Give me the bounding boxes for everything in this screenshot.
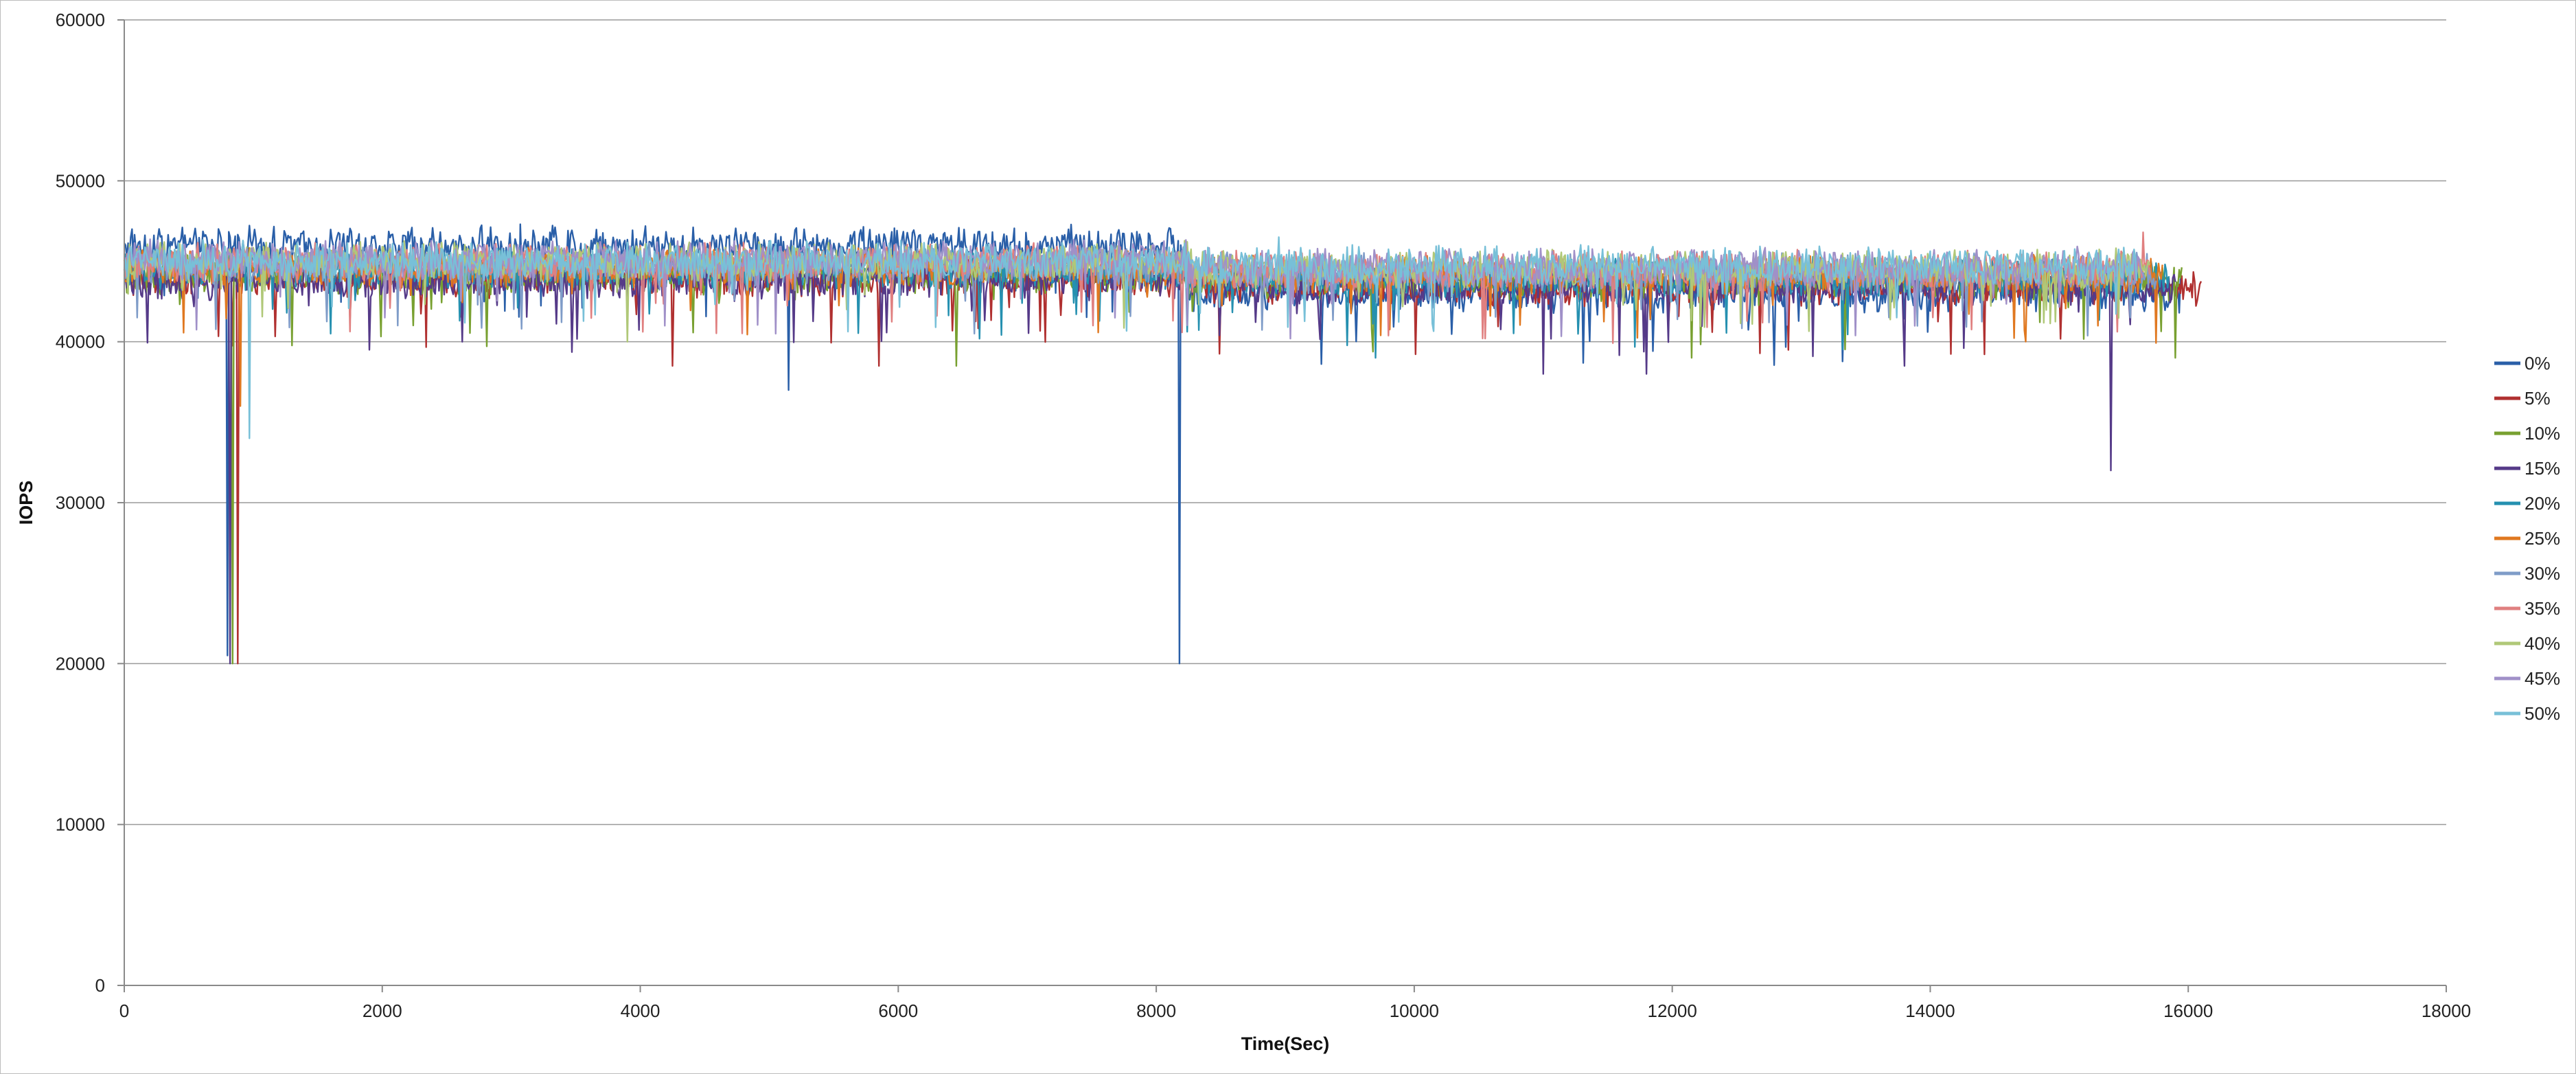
series-line-15pct [123, 258, 2176, 665]
x-tick-label-10000: 10000 [1390, 1001, 1439, 1021]
x-axis-title: Time(Sec) [1241, 1033, 1330, 1054]
legend-label-50pct: 50% [2525, 703, 2560, 724]
x-tick-label-14000: 14000 [1905, 1001, 1955, 1021]
legend-label-40pct: 40% [2525, 633, 2560, 654]
x-tick-label-16000: 16000 [2163, 1001, 2213, 1021]
x-tick-label-0: 0 [119, 1001, 129, 1021]
legend-label-0pct: 0% [2525, 353, 2551, 374]
x-tick-label-6000: 6000 [878, 1001, 918, 1021]
legend-label-20pct: 20% [2525, 493, 2560, 514]
x-tick-label-2000: 2000 [363, 1001, 402, 1021]
y-tick-labels: 0 10000 20000 30000 40000 50000 60000 [56, 10, 105, 996]
y-tick-label-40000: 40000 [56, 332, 105, 352]
y-tick-label-60000: 60000 [56, 10, 105, 30]
x-tick-label-18000: 18000 [2422, 1001, 2471, 1021]
legend: 0% 5% 10% 15% 20% 25% 30% 35% 40% 45% 50% [2494, 353, 2560, 724]
y-axis-title: IOPS [16, 481, 36, 525]
series-line-50pct [123, 236, 2138, 439]
y-tick-label-30000: 30000 [56, 492, 105, 513]
y-tick-label-10000: 10000 [56, 814, 105, 835]
series-line-10pct [123, 253, 2183, 665]
x-tick-label-4000: 4000 [621, 1001, 660, 1021]
series-line-45pct [123, 238, 2144, 340]
legend-label-30pct: 30% [2525, 563, 2560, 584]
legend-label-5pct: 5% [2525, 388, 2551, 409]
grid-lines [124, 19, 2446, 825]
x-tick-label-8000: 8000 [1136, 1001, 1176, 1021]
series-lines [123, 223, 2203, 665]
x-tick-label-12000: 12000 [1648, 1001, 1697, 1021]
legend-label-15pct: 15% [2525, 458, 2560, 479]
legend-label-25pct: 25% [2525, 528, 2560, 549]
y-tick-label-0: 0 [95, 975, 105, 996]
axes [117, 19, 2447, 992]
legend-label-10pct: 10% [2525, 423, 2560, 444]
legend-label-35pct: 35% [2525, 598, 2560, 619]
legend-label-45pct: 45% [2525, 668, 2560, 689]
y-tick-label-20000: 20000 [56, 653, 105, 674]
y-tick-label-50000: 50000 [56, 170, 105, 191]
x-tick-labels: 0 2000 4000 6000 8000 10000 12000 14000 16000 180… [119, 1001, 2471, 1021]
